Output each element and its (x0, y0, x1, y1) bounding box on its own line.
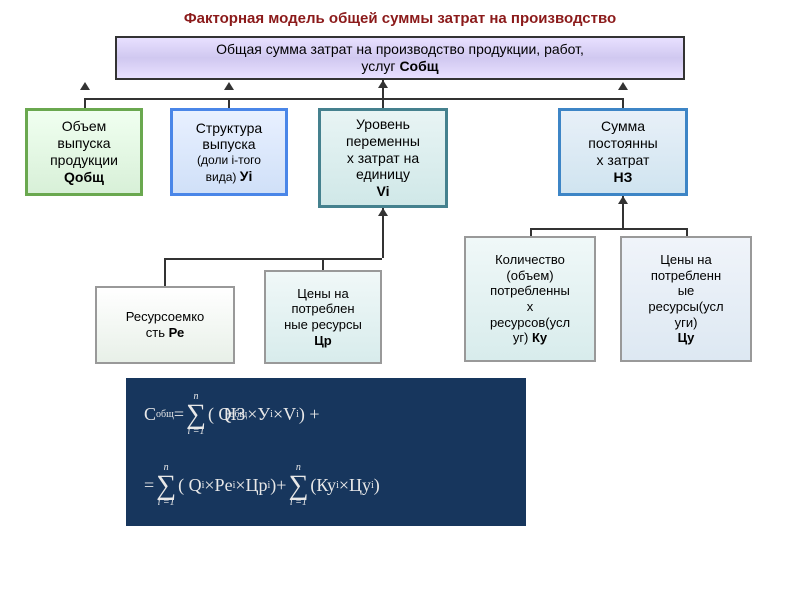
q-l3: потребленны (490, 283, 570, 299)
connector-line (622, 98, 624, 108)
header-l1: Общая сумма затрат на производство проду… (216, 41, 584, 57)
formula-line1: Собщ = n ∑ i =1 ( Q НЗобщ ×Уi ×V i ) + (144, 392, 508, 437)
f2-d: )+ (270, 475, 286, 496)
structure-l1: Структура (196, 120, 262, 137)
f1-eq: = (174, 404, 184, 425)
volume-l1: Объем (62, 118, 107, 135)
sigma-3: n ∑ i =1 (288, 463, 308, 508)
s1-bot: i =1 (187, 427, 204, 437)
sigma-icon: ∑ (288, 473, 308, 498)
q-l5: ресурсов(усл (490, 315, 570, 331)
connector-line (686, 228, 688, 236)
variable-l3: х затрат на (347, 150, 419, 167)
volume-l4: Qобщ (64, 169, 104, 186)
connector-line (530, 228, 686, 230)
connector-line (164, 258, 166, 286)
ri-l1: Ресурсоемко (126, 309, 205, 325)
f2-a: ( Q (178, 475, 202, 496)
sigma-2: n ∑ i =1 (156, 463, 176, 508)
ri-l2a: сть (146, 325, 169, 340)
connector-line (84, 98, 624, 100)
q-l1: Количество (495, 252, 565, 268)
arrow-head-icon (378, 208, 388, 216)
connector-line (164, 258, 322, 260)
node-resource-intensity: Ресурсоемко сть Ре (95, 286, 235, 364)
fixed-l4: НЗ (614, 169, 633, 186)
f2-pre: = (144, 475, 154, 496)
f2-b: ×Pе (204, 475, 232, 496)
ps-l4: ресурсы(усл (648, 299, 723, 315)
node-structure: Структура выпуска (доли i-того вида) Уi (170, 108, 288, 196)
variable-l1: Уровень (356, 116, 410, 133)
variable-l4: единицу (356, 166, 410, 183)
pr-l2: потреблен (291, 301, 354, 317)
formula-box: Собщ = n ∑ i =1 ( Q НЗобщ ×Уi ×V i ) + =… (126, 378, 526, 526)
f1-end: ) + (299, 404, 320, 425)
f1-sub: общ (156, 409, 174, 420)
connector-line (322, 258, 382, 260)
ri-l2b: Ре (169, 325, 185, 340)
node-prices-serv: Цены на потребленн ые ресурсы(усл уги) Ц… (620, 236, 752, 362)
sigma-icon: ∑ (186, 402, 206, 427)
ps-l2: потребленн (651, 268, 721, 284)
sigma-1: n ∑ i =1 (186, 392, 206, 437)
volume-l3: продукции (50, 152, 118, 169)
q-l6b: Ку (532, 330, 547, 345)
formula-line2: = n ∑ i =1 ( Qi ×Pеi ×Цр i )+ n ∑ i =1 (… (144, 463, 508, 508)
arrow-head-icon (80, 82, 90, 90)
fixed-l3: х затрат (597, 152, 650, 169)
structure-l2: выпуска (202, 136, 255, 153)
fixed-l2: постоянны (588, 135, 658, 152)
pr-l4: Цр (314, 333, 331, 349)
f1-pre: С (144, 404, 156, 425)
fixed-l1: Сумма (601, 118, 645, 135)
arrow-head-icon (224, 82, 234, 90)
sigma-icon: ∑ (156, 473, 176, 498)
f1-mid2: ×V (273, 404, 296, 425)
connector-line (228, 98, 230, 108)
structure-l4: Уi (240, 168, 253, 184)
node-fixed: Сумма постоянны х затрат НЗ (558, 108, 688, 196)
node-volume: Объем выпуска продукции Qобщ (25, 108, 143, 196)
structure-l3a: (доли i-того (197, 153, 261, 167)
pr-l1: Цены на (297, 286, 348, 302)
connector-line (530, 228, 532, 236)
ps-l6: Цу (678, 330, 695, 346)
connector-line (84, 98, 86, 108)
f2-e: (Ку (310, 475, 336, 496)
f2-f: ×Цу (339, 475, 371, 496)
arrow-head-icon (618, 82, 628, 90)
q-l2: (объем) (506, 268, 553, 284)
q-l6a: уг) (513, 330, 532, 345)
node-header: Общая сумма затрат на производство проду… (115, 36, 685, 80)
page-title: Факторная модель общей суммы затрат на п… (0, 10, 800, 27)
q-l4: х (527, 299, 534, 315)
variable-l5: Vi (377, 183, 390, 200)
header-l2b: Собщ (399, 58, 438, 74)
node-variable: Уровень переменны х затрат на единицу Vi (318, 108, 448, 208)
volume-l2: выпуска (57, 135, 110, 152)
f2-g: ) (374, 475, 380, 496)
f2-c: ×Цр (235, 475, 267, 496)
ps-l3: ые (678, 283, 695, 299)
ps-l5: уги) (675, 315, 698, 331)
structure-l3b: вида) (206, 170, 240, 184)
f1-mid: ×У (247, 404, 270, 425)
ps-l1: Цены на (660, 252, 711, 268)
header-l2a: услуг (361, 58, 399, 74)
f1-sub2: общ (229, 409, 247, 420)
s3-bot: i =1 (290, 498, 307, 508)
pr-l3: ные ресурсы (284, 317, 362, 333)
node-prices-res: Цены на потреблен ные ресурсы Цр (264, 270, 382, 364)
s2-bot: i =1 (158, 498, 175, 508)
arrow-head-icon (378, 80, 388, 88)
node-quantity: Количество (объем) потребленны х ресурсо… (464, 236, 596, 362)
arrow-head-icon (618, 196, 628, 204)
variable-l2: переменны (346, 133, 420, 150)
